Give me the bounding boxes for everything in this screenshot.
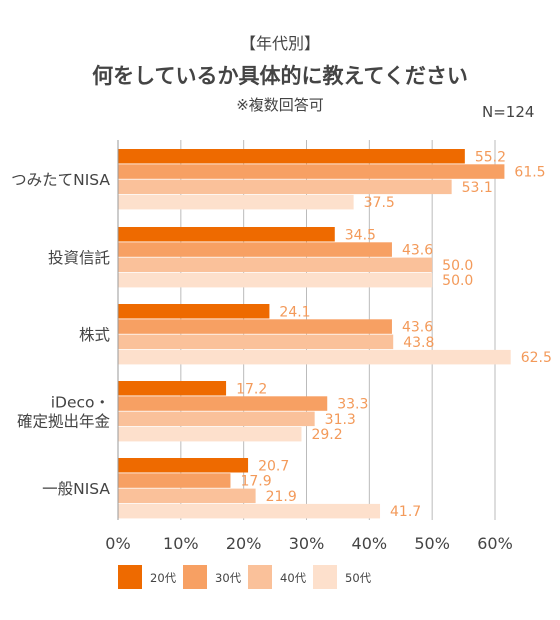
category-label: つみたてNISA — [11, 171, 110, 189]
category-label: 株式 — [79, 326, 110, 344]
bar — [118, 227, 335, 242]
bar — [118, 257, 433, 273]
data-label: 41.7 — [390, 504, 421, 520]
legend-swatch — [248, 565, 272, 589]
x-tick-label: 50% — [414, 534, 450, 553]
data-label: 33.3 — [337, 397, 368, 413]
bar — [118, 304, 270, 319]
bar — [118, 319, 392, 334]
legend-label: 50代 — [345, 571, 372, 585]
data-label: 43.8 — [403, 335, 434, 351]
category-label: 確定拠出年金 — [17, 413, 111, 431]
x-tick-label: 0% — [105, 534, 130, 553]
data-label: 61.5 — [514, 165, 545, 181]
data-label: 21.9 — [266, 489, 297, 505]
legend-label: 40代 — [280, 571, 307, 585]
bar — [118, 426, 302, 442]
chart-supertitle: 【年代別】 — [239, 34, 320, 53]
category-label: 投資信託 — [48, 249, 110, 267]
data-label: 43.6 — [402, 320, 433, 336]
bar — [118, 381, 227, 396]
data-label: 17.2 — [236, 381, 267, 397]
legend-swatch — [313, 565, 337, 589]
legend-swatch — [183, 565, 207, 589]
chart-title: 何をしているか具体的に教えてください — [92, 64, 468, 88]
x-tick-label: 30% — [289, 534, 325, 553]
bar — [118, 411, 315, 427]
legend-swatch — [118, 565, 142, 589]
bar — [118, 149, 465, 164]
bar — [118, 349, 511, 365]
sample-size-label: N=124 — [482, 103, 535, 121]
data-label: 34.5 — [345, 227, 376, 243]
data-label: 50.0 — [442, 258, 473, 274]
bar — [118, 473, 231, 488]
bar — [118, 164, 505, 179]
x-tick-label: 40% — [352, 534, 388, 553]
bar — [118, 334, 394, 350]
category-label: iDeco・ — [51, 394, 110, 412]
x-tick-label: 60% — [477, 534, 513, 553]
data-label: 31.3 — [325, 412, 356, 428]
data-label: 29.2 — [311, 427, 342, 443]
legend-label: 20代 — [150, 571, 177, 585]
data-label: 50.0 — [442, 273, 473, 289]
data-label: 20.7 — [258, 458, 289, 474]
data-label: 55.2 — [475, 149, 506, 165]
bar — [118, 272, 433, 288]
x-tick-label: 20% — [226, 534, 262, 553]
bar — [118, 194, 354, 210]
data-label: 24.1 — [279, 304, 310, 320]
data-label: 43.6 — [402, 243, 433, 259]
bar — [118, 179, 452, 195]
bar — [118, 396, 328, 411]
bar — [118, 488, 256, 504]
data-label: 62.5 — [521, 350, 552, 366]
x-tick-label: 10% — [163, 534, 199, 553]
data-label: 37.5 — [364, 195, 395, 211]
data-label: 53.1 — [462, 180, 493, 196]
bar — [118, 503, 381, 519]
data-label: 17.9 — [240, 474, 271, 490]
bar — [118, 458, 249, 473]
category-label: 一般NISA — [42, 480, 110, 498]
chart-subtitle: ※複数回答可 — [236, 96, 324, 114]
bar — [118, 242, 392, 257]
legend-label: 30代 — [215, 571, 242, 585]
